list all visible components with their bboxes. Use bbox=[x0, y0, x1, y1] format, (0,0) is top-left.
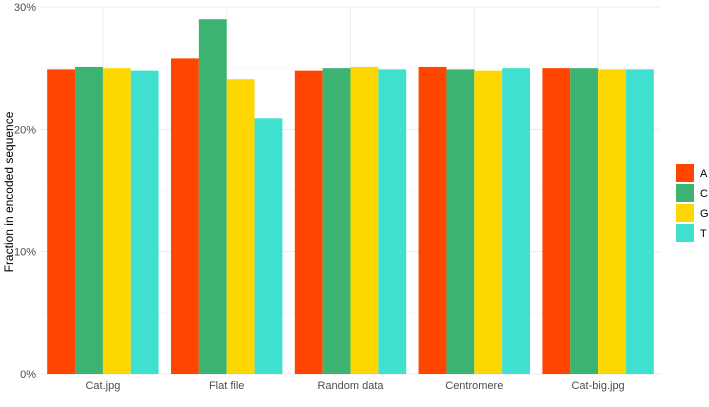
y-tick-label: 10% bbox=[14, 247, 36, 259]
x-tick-label: Cat-big.jpg bbox=[571, 380, 624, 392]
bar-T-3 bbox=[502, 68, 531, 375]
bar-G-1 bbox=[226, 79, 255, 374]
bar-A-1 bbox=[170, 58, 199, 374]
y-axis-ticks: 0% 10% 20% 30% bbox=[14, 2, 36, 381]
bar-G-3 bbox=[474, 70, 503, 374]
bar-C-4 bbox=[570, 68, 599, 375]
bar-C-0 bbox=[75, 66, 103, 375]
bars bbox=[47, 19, 654, 375]
x-tick-label: Flat file bbox=[209, 380, 244, 392]
bar-C-1 bbox=[198, 19, 227, 374]
bar-A-4 bbox=[542, 68, 571, 375]
bar-A-3 bbox=[418, 66, 447, 375]
bar-T-4 bbox=[625, 69, 654, 374]
legend-label-T: T bbox=[700, 228, 707, 240]
x-tick-label: Centromere bbox=[445, 380, 503, 392]
legend-key-A bbox=[676, 164, 694, 182]
y-tick-label: 30% bbox=[14, 2, 36, 14]
y-axis-title: Fraction in encoded sequence bbox=[2, 111, 16, 272]
bar-G-4 bbox=[598, 69, 626, 374]
bar-G-0 bbox=[102, 68, 131, 375]
x-tick-label: Random data bbox=[317, 380, 384, 392]
legend-key-T bbox=[676, 224, 694, 242]
bar-C-3 bbox=[446, 69, 475, 374]
legend-label-A: A bbox=[700, 168, 708, 180]
y-tick-label: 0% bbox=[20, 369, 36, 381]
legend-label-G: G bbox=[700, 208, 709, 220]
legend-key-G bbox=[676, 204, 694, 222]
bar-T-2 bbox=[378, 69, 407, 374]
legend-label-C: C bbox=[700, 188, 708, 200]
bar-T-1 bbox=[254, 118, 283, 374]
legend-key-C bbox=[676, 184, 694, 202]
x-axis-ticks: Cat.jpg Flat file Random data Centromere Cat… bbox=[85, 380, 624, 392]
y-tick-label: 20% bbox=[14, 124, 36, 136]
bar-A-0 bbox=[47, 69, 76, 374]
bar-C-2 bbox=[322, 68, 351, 375]
x-tick-label: Cat.jpg bbox=[85, 380, 120, 392]
bar-T-0 bbox=[130, 70, 159, 374]
bar-A-2 bbox=[294, 70, 323, 374]
bar-G-2 bbox=[350, 66, 379, 375]
